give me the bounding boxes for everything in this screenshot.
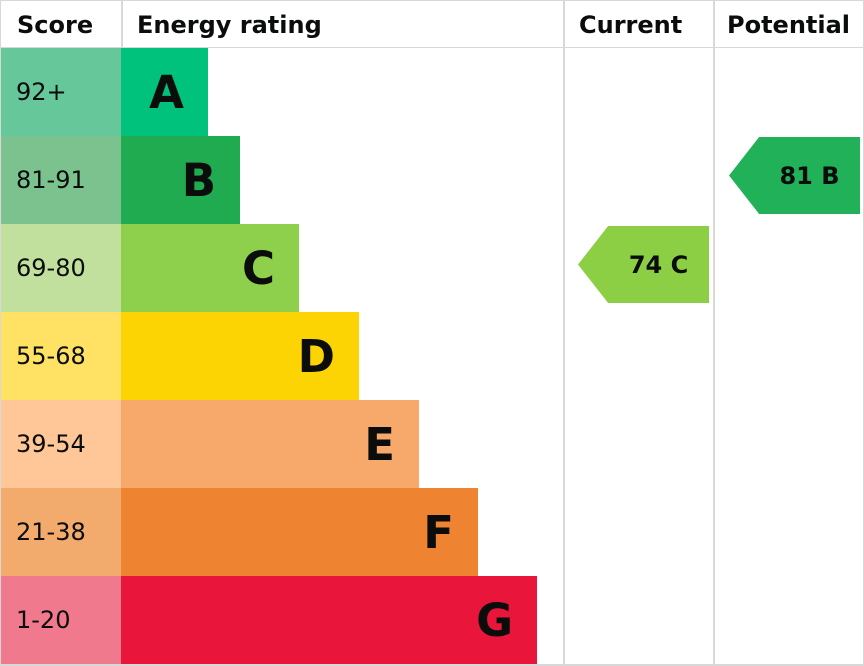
band-letter-f: F [423, 505, 454, 559]
score-range-c: 69-80 [16, 254, 86, 282]
band-letter-d: D [297, 329, 335, 383]
band-letter-a: A [149, 65, 184, 119]
score-range-f: 21-38 [16, 518, 86, 546]
band-row-f: 21-38 F [1, 488, 537, 576]
band-bar-e: E [121, 400, 419, 488]
score-cell-f: 21-38 [1, 488, 121, 576]
score-range-b: 81-91 [16, 166, 86, 194]
score-range-g: 1-20 [16, 606, 71, 634]
band-letter-b: B [181, 153, 216, 207]
header-score: Score [17, 10, 94, 39]
score-cell-b: 81-91 [1, 136, 121, 224]
potential-rating-arrow: 81 B [729, 137, 860, 214]
band-row-e: 39-54 E [1, 400, 537, 488]
potential-rating-label: 81 B [779, 161, 840, 190]
band-rows: 92+ A 81-91 B 69-80 C 55-68 [1, 48, 537, 664]
header-potential: Potential [727, 10, 851, 39]
score-range-d: 55-68 [16, 342, 86, 370]
score-cell-c: 69-80 [1, 224, 121, 312]
score-cell-g: 1-20 [1, 576, 121, 664]
band-row-a: 92+ A [1, 48, 537, 136]
score-cell-e: 39-54 [1, 400, 121, 488]
band-bar-g: G [121, 576, 537, 664]
score-range-e: 39-54 [16, 430, 86, 458]
divider-current-column [563, 1, 565, 664]
band-letter-g: G [476, 593, 513, 647]
band-row-b: 81-91 B [1, 136, 537, 224]
score-cell-d: 55-68 [1, 312, 121, 400]
band-bar-f: F [121, 488, 478, 576]
band-bar-d: D [121, 312, 359, 400]
band-bar-a: A [121, 48, 208, 136]
divider-score-column [121, 1, 123, 48]
chart-header-row: Score Energy rating Current Potential [1, 1, 863, 48]
band-bar-c: C [121, 224, 299, 312]
band-row-g: 1-20 G [1, 576, 537, 664]
header-current: Current [579, 10, 683, 39]
divider-potential-column [713, 1, 715, 664]
current-rating-arrow: 74 C [578, 226, 709, 303]
score-cell-a: 92+ [1, 48, 121, 136]
band-row-d: 55-68 D [1, 312, 537, 400]
band-letter-e: E [364, 417, 395, 471]
header-energy-rating: Energy rating [137, 10, 322, 39]
current-rating-label: 74 C [628, 250, 689, 279]
band-row-c: 69-80 C [1, 224, 537, 312]
band-bar-b: B [121, 136, 240, 224]
score-range-a: 92+ [16, 78, 67, 106]
band-letter-c: C [241, 241, 275, 295]
